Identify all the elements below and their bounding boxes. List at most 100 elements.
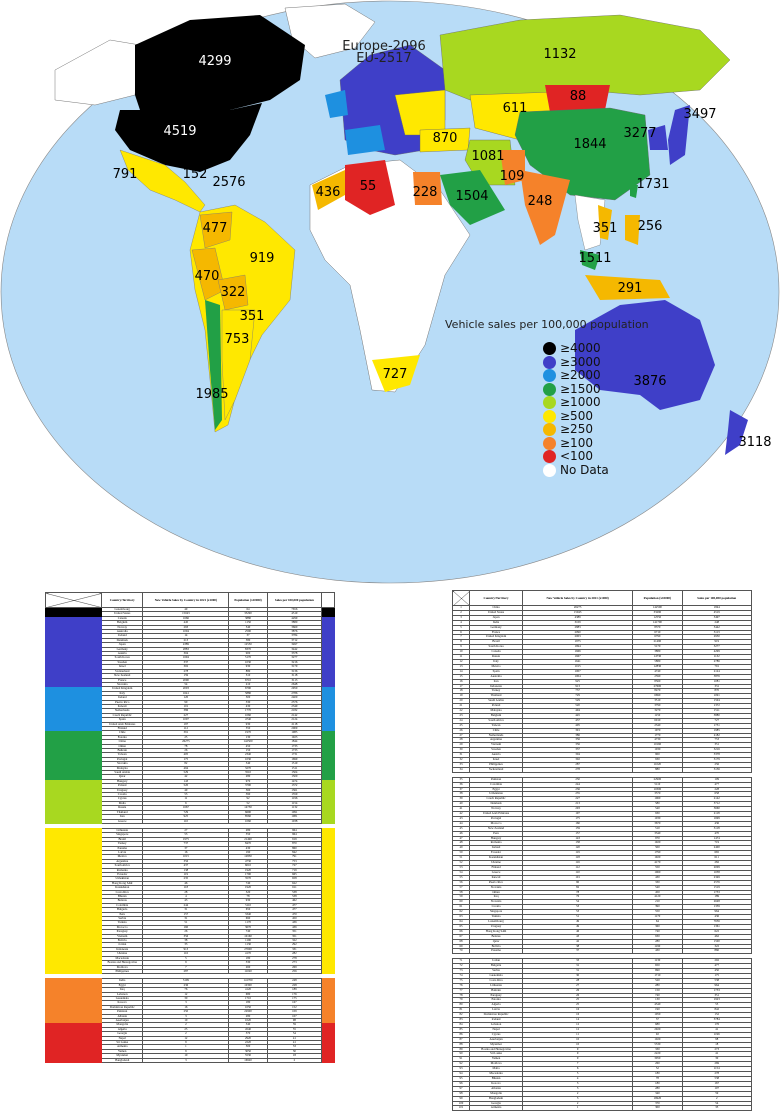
table-row: Greece 110 1060 1038 xyxy=(45,818,335,824)
cell-per100k: 107 xyxy=(266,1013,323,1020)
cell-per100k: 176 xyxy=(266,991,323,997)
table-row: Slovenia 54 210 2648 xyxy=(45,681,335,688)
header-population: Population (x10000) xyxy=(228,592,268,608)
cell-per100k: 189 xyxy=(266,987,323,993)
cell-country: Panama xyxy=(100,845,144,851)
cell-per100k: 41 xyxy=(266,1039,323,1046)
map-label-malaysia: 1511 xyxy=(578,251,611,266)
cell-sales: 78 xyxy=(142,743,230,750)
cell-country: Iraq xyxy=(100,987,144,993)
cell-per100k: 1733 xyxy=(266,747,323,754)
cell-country: Spain xyxy=(100,717,144,723)
cell-sales: 49 xyxy=(142,787,230,794)
cell-country: Israel xyxy=(100,664,144,670)
table-row: Dominican Republic 16 1050 152 xyxy=(45,1004,335,1011)
cell-sales: 54 xyxy=(142,681,230,688)
cell-per100k: 109 xyxy=(266,1009,323,1015)
southeast-asia xyxy=(574,194,606,251)
cell-country: Ecuador xyxy=(100,871,144,878)
table-row: Colombia 244 5110 477 xyxy=(45,902,335,909)
map-label-kazakhstan: 611 xyxy=(503,101,528,116)
table-row: 62 Singapore 53 550 964 xyxy=(452,909,752,916)
table-row: Romania 138 1920 719 xyxy=(45,867,335,874)
cell-per100k: 3880 xyxy=(266,620,323,626)
cell-sales: 138 xyxy=(142,867,230,874)
cell-sales: 46 xyxy=(142,880,230,887)
cell-per100k: 470 xyxy=(266,911,323,918)
table-row: Ecuador 119 1790 665 xyxy=(45,871,335,878)
cell-country: Bosnia and Herzegovina xyxy=(100,960,144,966)
country-saudi-arabia xyxy=(440,170,505,225)
map-label-australia: 3876 xyxy=(633,374,666,389)
cell-sales: 2090 xyxy=(142,677,230,683)
cell-sales: 356 xyxy=(142,933,230,940)
color-swatch xyxy=(321,1057,335,1064)
cell-sales: 6 xyxy=(142,800,230,807)
cell-country: France xyxy=(100,677,144,683)
map-label-india: 248 xyxy=(528,194,553,209)
cell-country: Mexico xyxy=(100,854,144,860)
table-row: France 2090 6710 3113 xyxy=(45,677,335,683)
legend-item: ≥1000 xyxy=(543,395,609,410)
legend-item: ≥3000 xyxy=(543,355,609,370)
cell-country: Mongolia xyxy=(100,1022,144,1028)
map-label-bolivia: 322 xyxy=(221,285,246,300)
cell-country: Poland xyxy=(100,783,144,789)
country-malaysia xyxy=(580,250,600,270)
cell-per100k: 477 xyxy=(266,907,323,913)
cell-country: Jordan xyxy=(100,942,144,948)
map-label-russia: 1132 xyxy=(543,47,576,62)
cell-per100k: 462 xyxy=(266,898,323,904)
country-india xyxy=(520,170,570,245)
cell-country: Oman xyxy=(100,743,144,750)
cell-per100k: 1372 xyxy=(266,783,323,789)
cell-country: Colombia xyxy=(100,902,144,909)
cell-sales: 1667 xyxy=(142,805,230,811)
table-row: Lithuania 27 280 964 xyxy=(45,827,335,834)
country-south-korea xyxy=(648,125,668,150)
cell-per100k: 727 xyxy=(266,863,323,869)
table-row: 89 Bosnia and Herzegovina 9 330 273 xyxy=(452,1046,752,1053)
cell-country: Sweden xyxy=(100,659,144,666)
legend-swatch xyxy=(543,355,556,369)
map-label-paraguay: 351 xyxy=(240,309,265,324)
table-row: 45 New Zealand 159 510 3118 xyxy=(452,825,752,832)
cell-country: United States xyxy=(100,611,144,617)
cell-sales: 30 xyxy=(142,995,230,1002)
cell-per100k: 269 xyxy=(266,964,323,970)
cell-country: Egypt xyxy=(100,982,144,989)
cell-country: Denmark xyxy=(100,637,144,644)
cell-country: Turkey xyxy=(100,841,144,847)
cell-per100k: 870 xyxy=(266,841,323,847)
cell-sales: 26275 xyxy=(142,739,230,745)
cell-per100k: 3113 xyxy=(266,677,323,683)
map-label-chile: 1985 xyxy=(195,387,228,402)
table-row: 101 Armenia 1 300 33 xyxy=(452,1105,752,1111)
cell-sales: 520 xyxy=(142,783,230,789)
cell-country: Vietnam xyxy=(100,933,144,940)
map-label-vietnam: 351 xyxy=(593,221,618,236)
cell-country: Australia xyxy=(100,628,144,635)
cell-country: Bangladesh xyxy=(100,1057,144,1064)
cell-country: Croatia xyxy=(100,792,144,798)
cell-per100k: 1985 xyxy=(266,730,323,736)
group-gap xyxy=(452,772,752,778)
cell-country: Brazil xyxy=(100,836,144,843)
cell-per100k: 719 xyxy=(266,867,323,874)
cell-per100k: 538 xyxy=(266,889,323,896)
cell-sales: 737 xyxy=(142,841,230,847)
table-row: Bolivia 38 1190 322 xyxy=(45,938,335,944)
legend-item: No Data xyxy=(543,463,609,478)
group-gap xyxy=(45,973,335,979)
cell-sales: 3109 xyxy=(142,978,230,984)
map-label-puerto-rico: 2576 xyxy=(212,175,245,190)
country-egypt xyxy=(413,172,442,205)
cell-sales: 227 xyxy=(142,712,230,719)
country-philippines xyxy=(625,215,640,245)
legend-label: ≥4000 xyxy=(560,341,601,355)
legend-item: ≥2000 xyxy=(543,368,609,383)
cell-country: Moldova xyxy=(100,964,144,970)
cell-per100k: 4299 xyxy=(266,615,323,622)
table-row: 70 Panama 37 430 860 xyxy=(452,948,752,955)
table-row: Moldova 7 260 269 xyxy=(45,964,335,970)
